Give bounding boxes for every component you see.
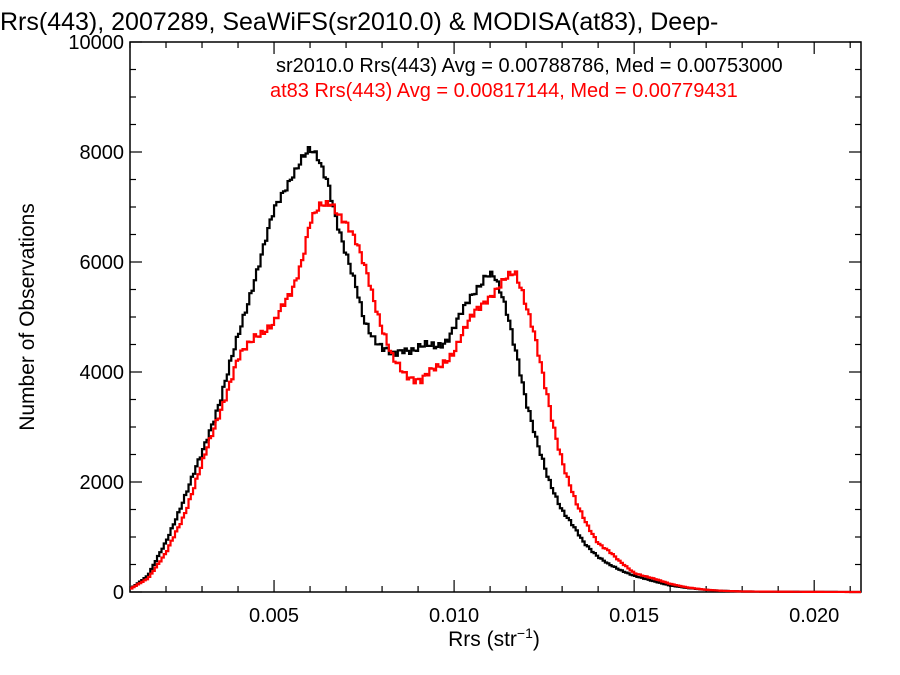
x-axis: 0.005 0.010 0.015 0.020 [129,42,851,627]
y-axis: 0 2000 4000 6000 8000 10000 [68,32,861,604]
y-tick-label: 2000 [80,472,125,494]
y-tick-label: 0 [113,582,124,604]
x-tick-label: 0.010 [429,605,479,627]
x-tick-label: 0.020 [789,605,839,627]
legend-entry-sr2010: sr2010.0 Rrs(443) Avg = 0.00788786, Med … [276,55,783,77]
x-tick-label: 0.015 [609,605,659,627]
y-axis-label: Number of Observations [16,203,39,431]
legend-entry-at83: at83 Rrs(443) Avg = 0.00817144, Med = 0.… [270,80,738,102]
y-tick-label: 8000 [80,142,125,164]
plot-border [129,41,862,593]
plot-frame [129,41,862,593]
y-tick-label: 10000 [68,32,124,54]
y-tick-label: 4000 [80,362,125,384]
series-line-at83 [130,199,861,594]
series-layer [130,145,861,594]
y-tick-label: 6000 [80,252,125,274]
x-tick-label: 0.005 [249,605,299,627]
series-line-sr2010.0 [130,145,861,594]
x-axis-label: Rrs (str−1) [448,625,540,651]
chart-title: Rrs(443), 2007289, SeaWiFS(sr2010.0) & M… [0,8,718,36]
